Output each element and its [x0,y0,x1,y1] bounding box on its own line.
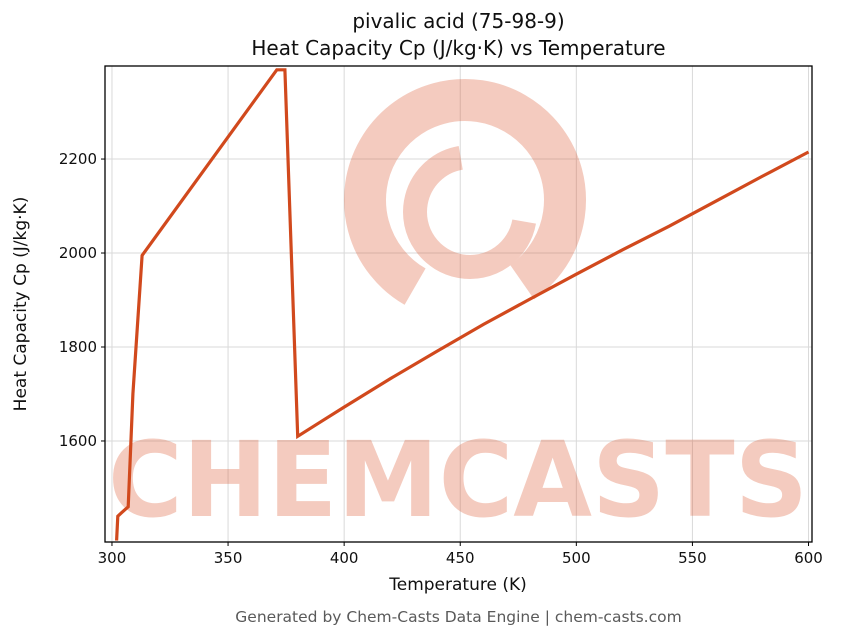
grid-lines [105,66,812,542]
footer-credit: Generated by Chem-Casts Data Engine | ch… [235,608,682,626]
x-tick-label: 600 [794,549,823,567]
y-tick-label: 2200 [59,150,97,168]
x-tick-label: 450 [446,549,475,567]
watermark-logo-inner-swirl [403,145,537,279]
data-series-line [115,68,810,541]
watermark-text: CHEMCASTS [108,419,808,541]
chart-title-line2: Heat Capacity Cp (J/kg·K) vs Temperature [251,36,666,60]
y-tick-label: 1800 [59,338,97,356]
chart-title-line1: pivalic acid (75-98-9) [352,9,565,33]
chart-canvas: CHEMCASTS 300 350 400 450 500 550 600 1600 1800 2… [11,65,823,595]
watermark: CHEMCASTS [108,78,808,541]
x-tick-label: 400 [330,549,359,567]
y-tick-label: 1600 [59,432,97,450]
x-axis-label: Temperature (K) [388,575,527,595]
x-tick-label: 300 [98,549,127,567]
x-tick-label: 500 [562,549,591,567]
axes: 300 350 400 450 500 550 600 1600 1800 2000 2200 [59,65,823,567]
x-tick-label: 350 [214,549,243,567]
watermark-logo-icon [344,78,586,321]
cp-vs-temperature-line [115,68,810,541]
x-tick-label: 550 [678,549,707,567]
plot-border [104,65,813,543]
y-tick-label: 2000 [59,244,97,262]
y-axis-label: Heat Capacity Cp (J/kg·K) [11,197,31,412]
watermark-logo-outer-ring [344,78,586,321]
